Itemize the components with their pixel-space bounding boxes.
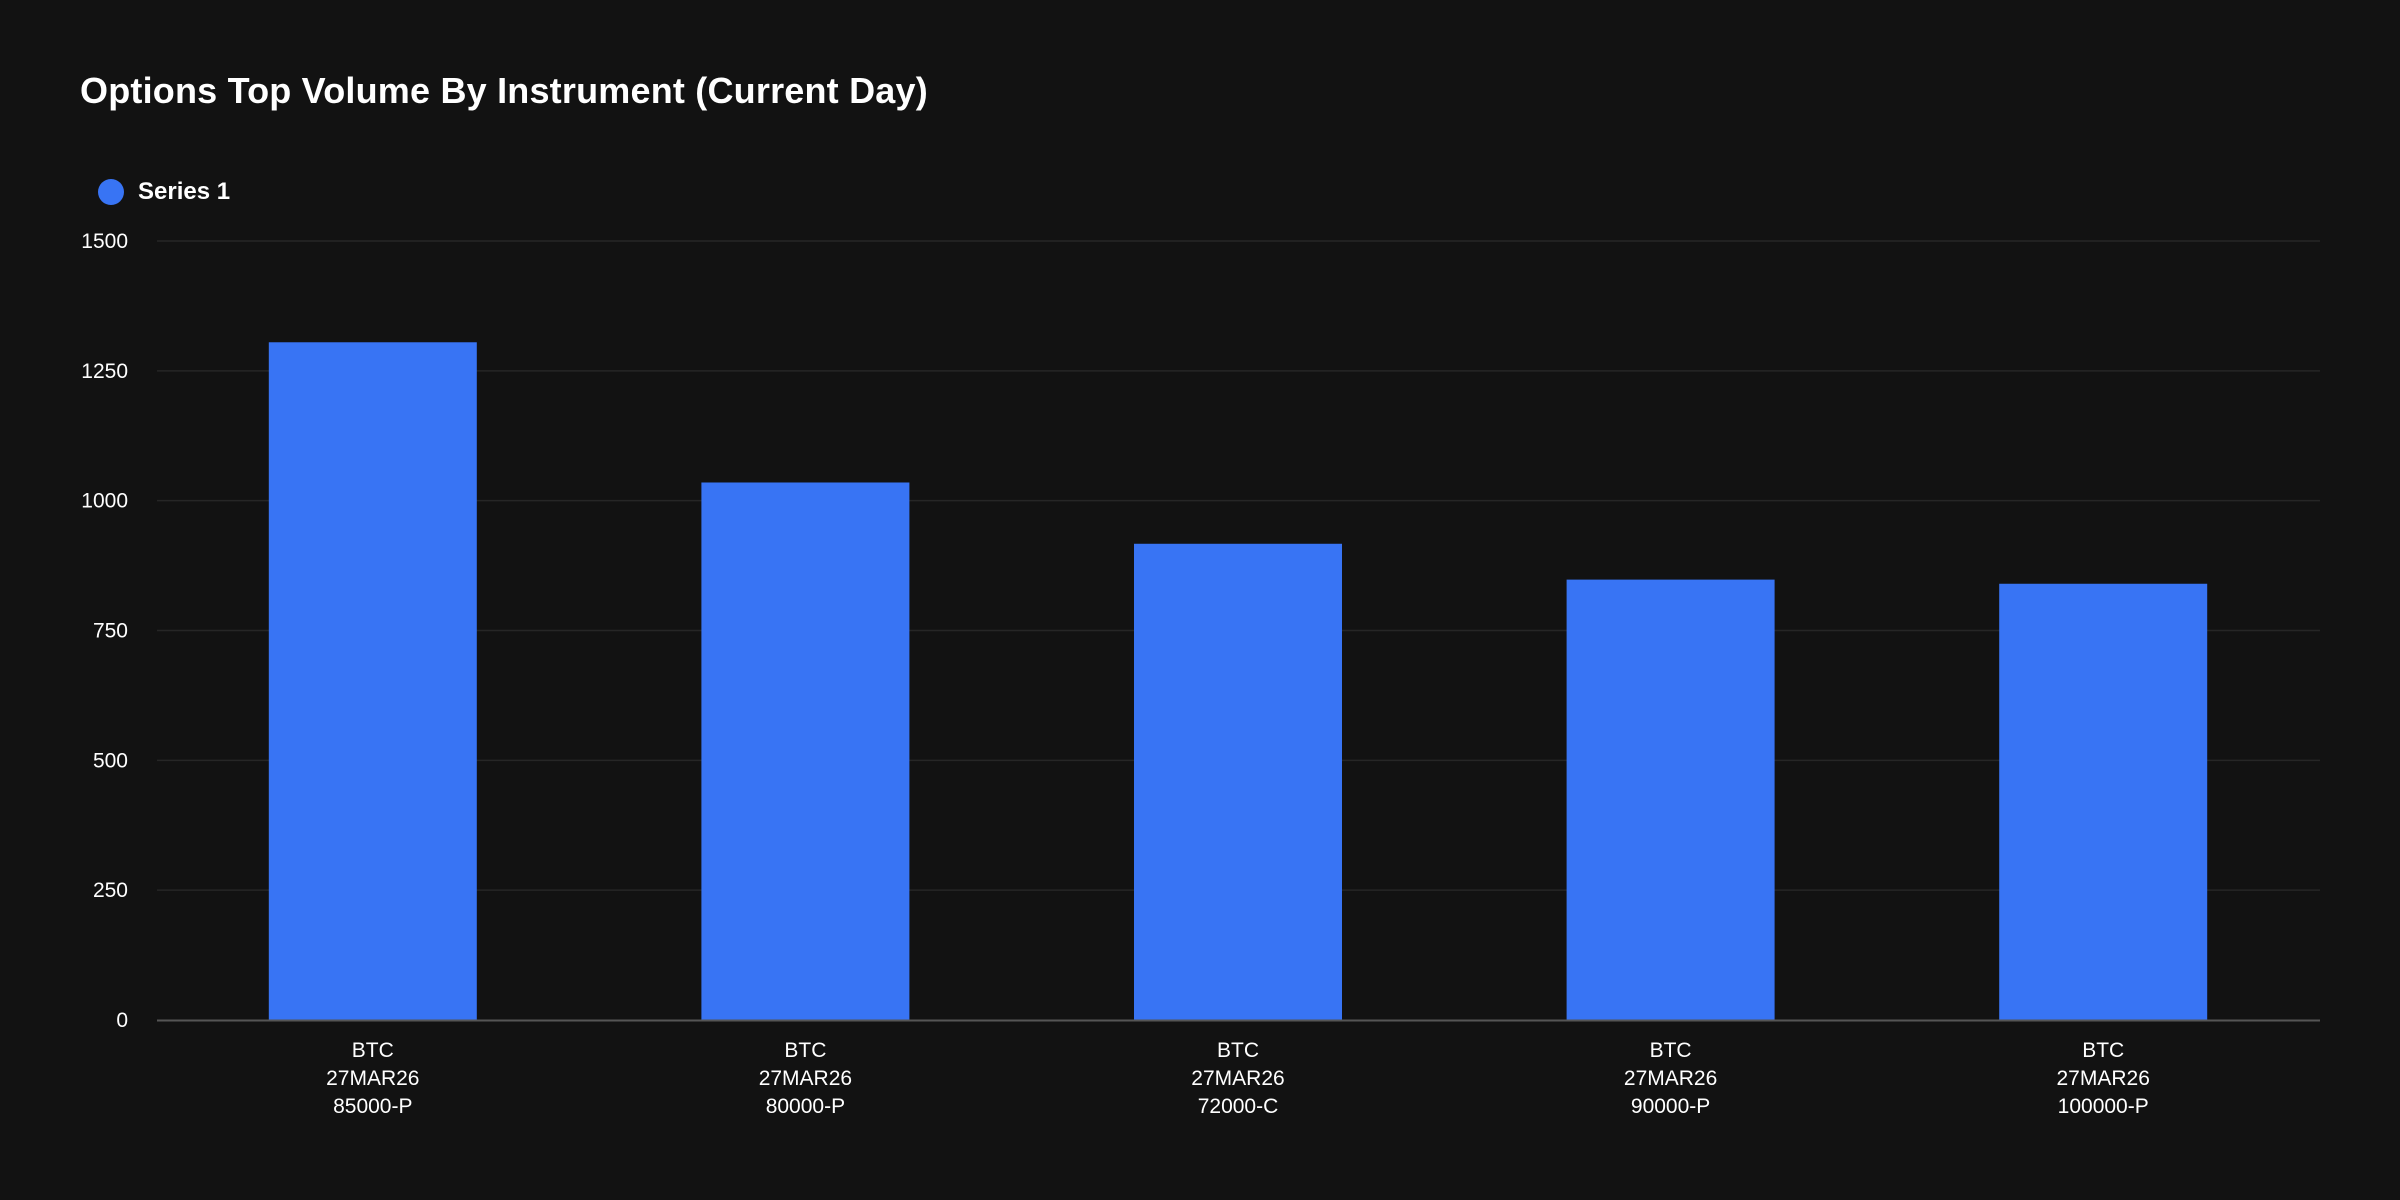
x-axis-labels: BTC 27MAR26 85000-P BTC 27MAR26 80000-P BTC 27M… [326, 1039, 2150, 1118]
bars [268, 342, 2208, 1020]
x-tick-label-line: BTC [1217, 1039, 1259, 1062]
x-tick-label-line: 80000-P [766, 1095, 845, 1118]
bar-1[interactable] [268, 342, 477, 1020]
x-tick-label: BTC 27MAR26 80000-P [759, 1039, 852, 1118]
y-tick-label: 0 [116, 1009, 128, 1032]
x-tick-label-line: BTC [1650, 1039, 1692, 1062]
bar-5[interactable] [1999, 583, 2208, 1020]
y-tick-label: 1000 [81, 490, 128, 513]
chart-title: Options Top Volume By Instrument (Curren… [80, 70, 928, 111]
y-tick-label: 500 [93, 749, 128, 772]
x-tick-label-line: 90000-P [1631, 1095, 1710, 1118]
x-tick-label-line: 27MAR26 [326, 1067, 419, 1090]
grid-lines [157, 240, 2320, 891]
x-tick-label-line: 27MAR26 [1624, 1067, 1717, 1090]
y-axis-ticks: 0 250 500 750 1000 1250 1500 [81, 230, 128, 1032]
x-tick-label: BTC 27MAR26 100000-P [2057, 1039, 2150, 1118]
legend-swatch-series-1 [98, 179, 124, 205]
x-tick-label-line: BTC [2082, 1039, 2124, 1062]
legend-label-series-1: Series 1 [138, 178, 231, 205]
x-tick-label-line: 27MAR26 [1191, 1067, 1284, 1090]
y-tick-label: 1250 [81, 360, 128, 383]
x-tick-label: BTC 27MAR26 90000-P [1624, 1039, 1717, 1118]
y-tick-label: 250 [93, 879, 128, 902]
x-tick-label-line: BTC [352, 1039, 394, 1062]
x-tick-label-line: 27MAR26 [759, 1067, 852, 1090]
x-tick-label-line: 27MAR26 [2057, 1067, 2150, 1090]
bar-3[interactable] [1134, 543, 1342, 1020]
y-tick-label: 1500 [81, 230, 128, 253]
x-tick-label: BTC 27MAR26 85000-P [326, 1039, 419, 1118]
bar-2[interactable] [701, 482, 910, 1020]
legend[interactable]: Series 1 [98, 178, 230, 206]
x-tick-label-line: 72000-C [1198, 1095, 1279, 1118]
bar-4[interactable] [1566, 579, 1775, 1020]
y-tick-label: 750 [93, 620, 128, 643]
x-tick-label-line: BTC [784, 1039, 826, 1062]
x-tick-label-line: 100000-P [2058, 1095, 2149, 1118]
x-tick-label: BTC 27MAR26 72000-C [1191, 1039, 1284, 1118]
x-tick-label-line: 85000-P [333, 1095, 412, 1118]
